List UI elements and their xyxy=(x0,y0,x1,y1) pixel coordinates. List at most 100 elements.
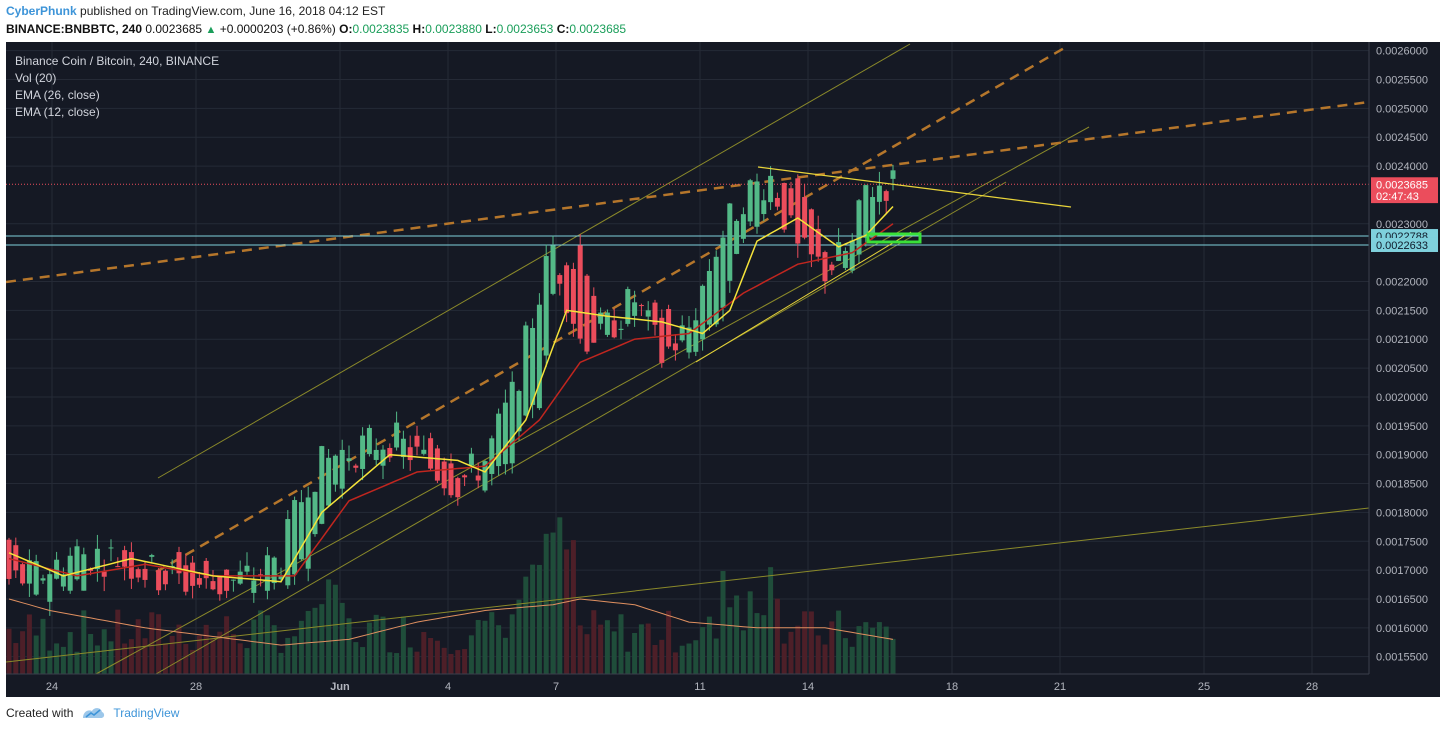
candle-body xyxy=(312,491,318,535)
volume-bar xyxy=(808,611,814,674)
volume-bar xyxy=(788,631,794,674)
volume-bar xyxy=(353,642,359,674)
tradingview-link[interactable]: TradingView xyxy=(113,706,180,720)
candle-body xyxy=(591,295,597,343)
volume-bar xyxy=(482,620,488,674)
volume-bar xyxy=(883,626,889,674)
target-box xyxy=(866,232,922,244)
volume-bar xyxy=(849,646,855,674)
legend-volume: Vol (20) xyxy=(15,71,56,85)
candle-body xyxy=(40,578,46,581)
time-axis[interactable]: 24 28 Jun 4 7 11 14 18 21 25 28 xyxy=(6,673,1440,697)
volume-bar xyxy=(604,620,610,674)
price-tick-label: 0.0018500 xyxy=(1376,479,1428,491)
volume-bar xyxy=(625,651,631,674)
candle-body xyxy=(142,568,148,580)
volume-bar xyxy=(856,626,862,674)
candle-body xyxy=(462,475,468,478)
time-tick-label: 28 xyxy=(190,681,202,693)
price-tick-label: 0.0018000 xyxy=(1376,507,1428,519)
volume-bar xyxy=(666,610,672,674)
candle-body xyxy=(292,500,298,575)
volume-bar xyxy=(468,635,474,674)
price-tick-label: 0.0019000 xyxy=(1376,450,1428,462)
candle-body xyxy=(632,302,638,316)
candle-body xyxy=(326,457,332,506)
price-label-text: 02:47:43 xyxy=(1376,191,1419,203)
price-label-text: 0.0022633 xyxy=(1376,240,1428,252)
candle-body xyxy=(414,435,420,447)
volume-bar xyxy=(890,638,896,674)
author-link[interactable]: CyberPhunk xyxy=(6,4,77,18)
volume-bar xyxy=(747,591,753,674)
low-label: L: xyxy=(485,22,497,36)
candle-body xyxy=(224,569,230,591)
price-tick-label: 0.0015500 xyxy=(1376,652,1428,664)
price-tick-label: 0.0024500 xyxy=(1376,132,1428,144)
candle-body xyxy=(319,446,325,524)
trendline-drawings xyxy=(5,43,1370,675)
candle-body xyxy=(264,555,270,591)
candle-body xyxy=(829,264,835,271)
chart-area[interactable]: 0.0026000 0.0025500 0.0025000 0.0024500 0.00… xyxy=(5,42,1440,697)
volume-bar xyxy=(802,611,808,674)
volume-bar xyxy=(88,634,94,674)
time-tick-label: 25 xyxy=(1198,681,1210,693)
volume-bar xyxy=(210,639,216,674)
candle-body xyxy=(176,552,182,574)
published-text: published on TradingView.com, June 16, 2… xyxy=(80,4,386,18)
rising-support-line xyxy=(695,231,912,363)
price-axis[interactable]: 0.0026000 0.0025500 0.0025000 0.0024500 0.00… xyxy=(1368,42,1440,697)
volume-bar xyxy=(190,649,196,674)
candle-body xyxy=(618,328,624,330)
price-tick-label: 0.0024000 xyxy=(1376,161,1428,173)
candle-body xyxy=(128,552,134,579)
candle-body xyxy=(271,557,277,584)
candle-body xyxy=(448,463,454,496)
candle-body xyxy=(88,568,94,571)
ohlc-line: BINANCE:BNBBTC, 240 0.0023685 ▲ +0.00002… xyxy=(6,22,627,36)
candle-body xyxy=(890,170,896,179)
open-label: O: xyxy=(339,22,353,36)
volume-bar xyxy=(448,653,454,674)
candle-body xyxy=(475,475,481,481)
volume-bar xyxy=(115,609,121,674)
candle-body xyxy=(802,197,808,238)
volume-bar xyxy=(598,624,604,674)
candle-body xyxy=(190,562,196,586)
candle-body xyxy=(679,325,685,341)
high-label: H: xyxy=(412,22,426,36)
candle-body xyxy=(781,182,787,230)
candle-body xyxy=(149,555,155,557)
candle-body xyxy=(135,569,141,578)
volume-bar xyxy=(727,607,733,674)
price-tick-label: 0.0020500 xyxy=(1376,363,1428,375)
legend-title: Binance Coin / Bitcoin, 240, BINANCE xyxy=(15,54,219,68)
volume-bar xyxy=(421,632,427,674)
price-chart[interactable]: 0.0026000 0.0025500 0.0025000 0.0024500 0.00… xyxy=(5,42,1440,697)
candle-body xyxy=(842,250,848,268)
candle-body xyxy=(672,343,678,351)
volume-bar xyxy=(584,634,590,674)
volume-bar xyxy=(176,624,182,674)
candle-body xyxy=(108,547,114,549)
footer: Created with TradingView xyxy=(6,706,179,720)
volume-bar xyxy=(523,576,529,674)
candle-body xyxy=(339,449,345,489)
volume-bar xyxy=(713,638,719,674)
volume-bar xyxy=(6,628,12,674)
candle-body xyxy=(489,438,495,474)
volume-bar xyxy=(870,627,876,674)
volume-bar xyxy=(101,629,107,674)
dashed-trendline-1 xyxy=(5,100,1370,284)
candle-body xyxy=(400,438,406,458)
price-tick-label: 0.0022000 xyxy=(1376,277,1428,289)
candle-body xyxy=(210,581,216,590)
channel-lower-line xyxy=(95,126,1090,675)
volume-bar xyxy=(570,540,576,674)
chart-legend: Binance Coin / Bitcoin, 240, BINANCE Vol… xyxy=(15,54,219,119)
price-tick-label: 0.0017000 xyxy=(1376,565,1428,577)
candle-body xyxy=(536,304,542,409)
candle-body xyxy=(740,214,746,239)
volume-bar xyxy=(414,651,420,674)
